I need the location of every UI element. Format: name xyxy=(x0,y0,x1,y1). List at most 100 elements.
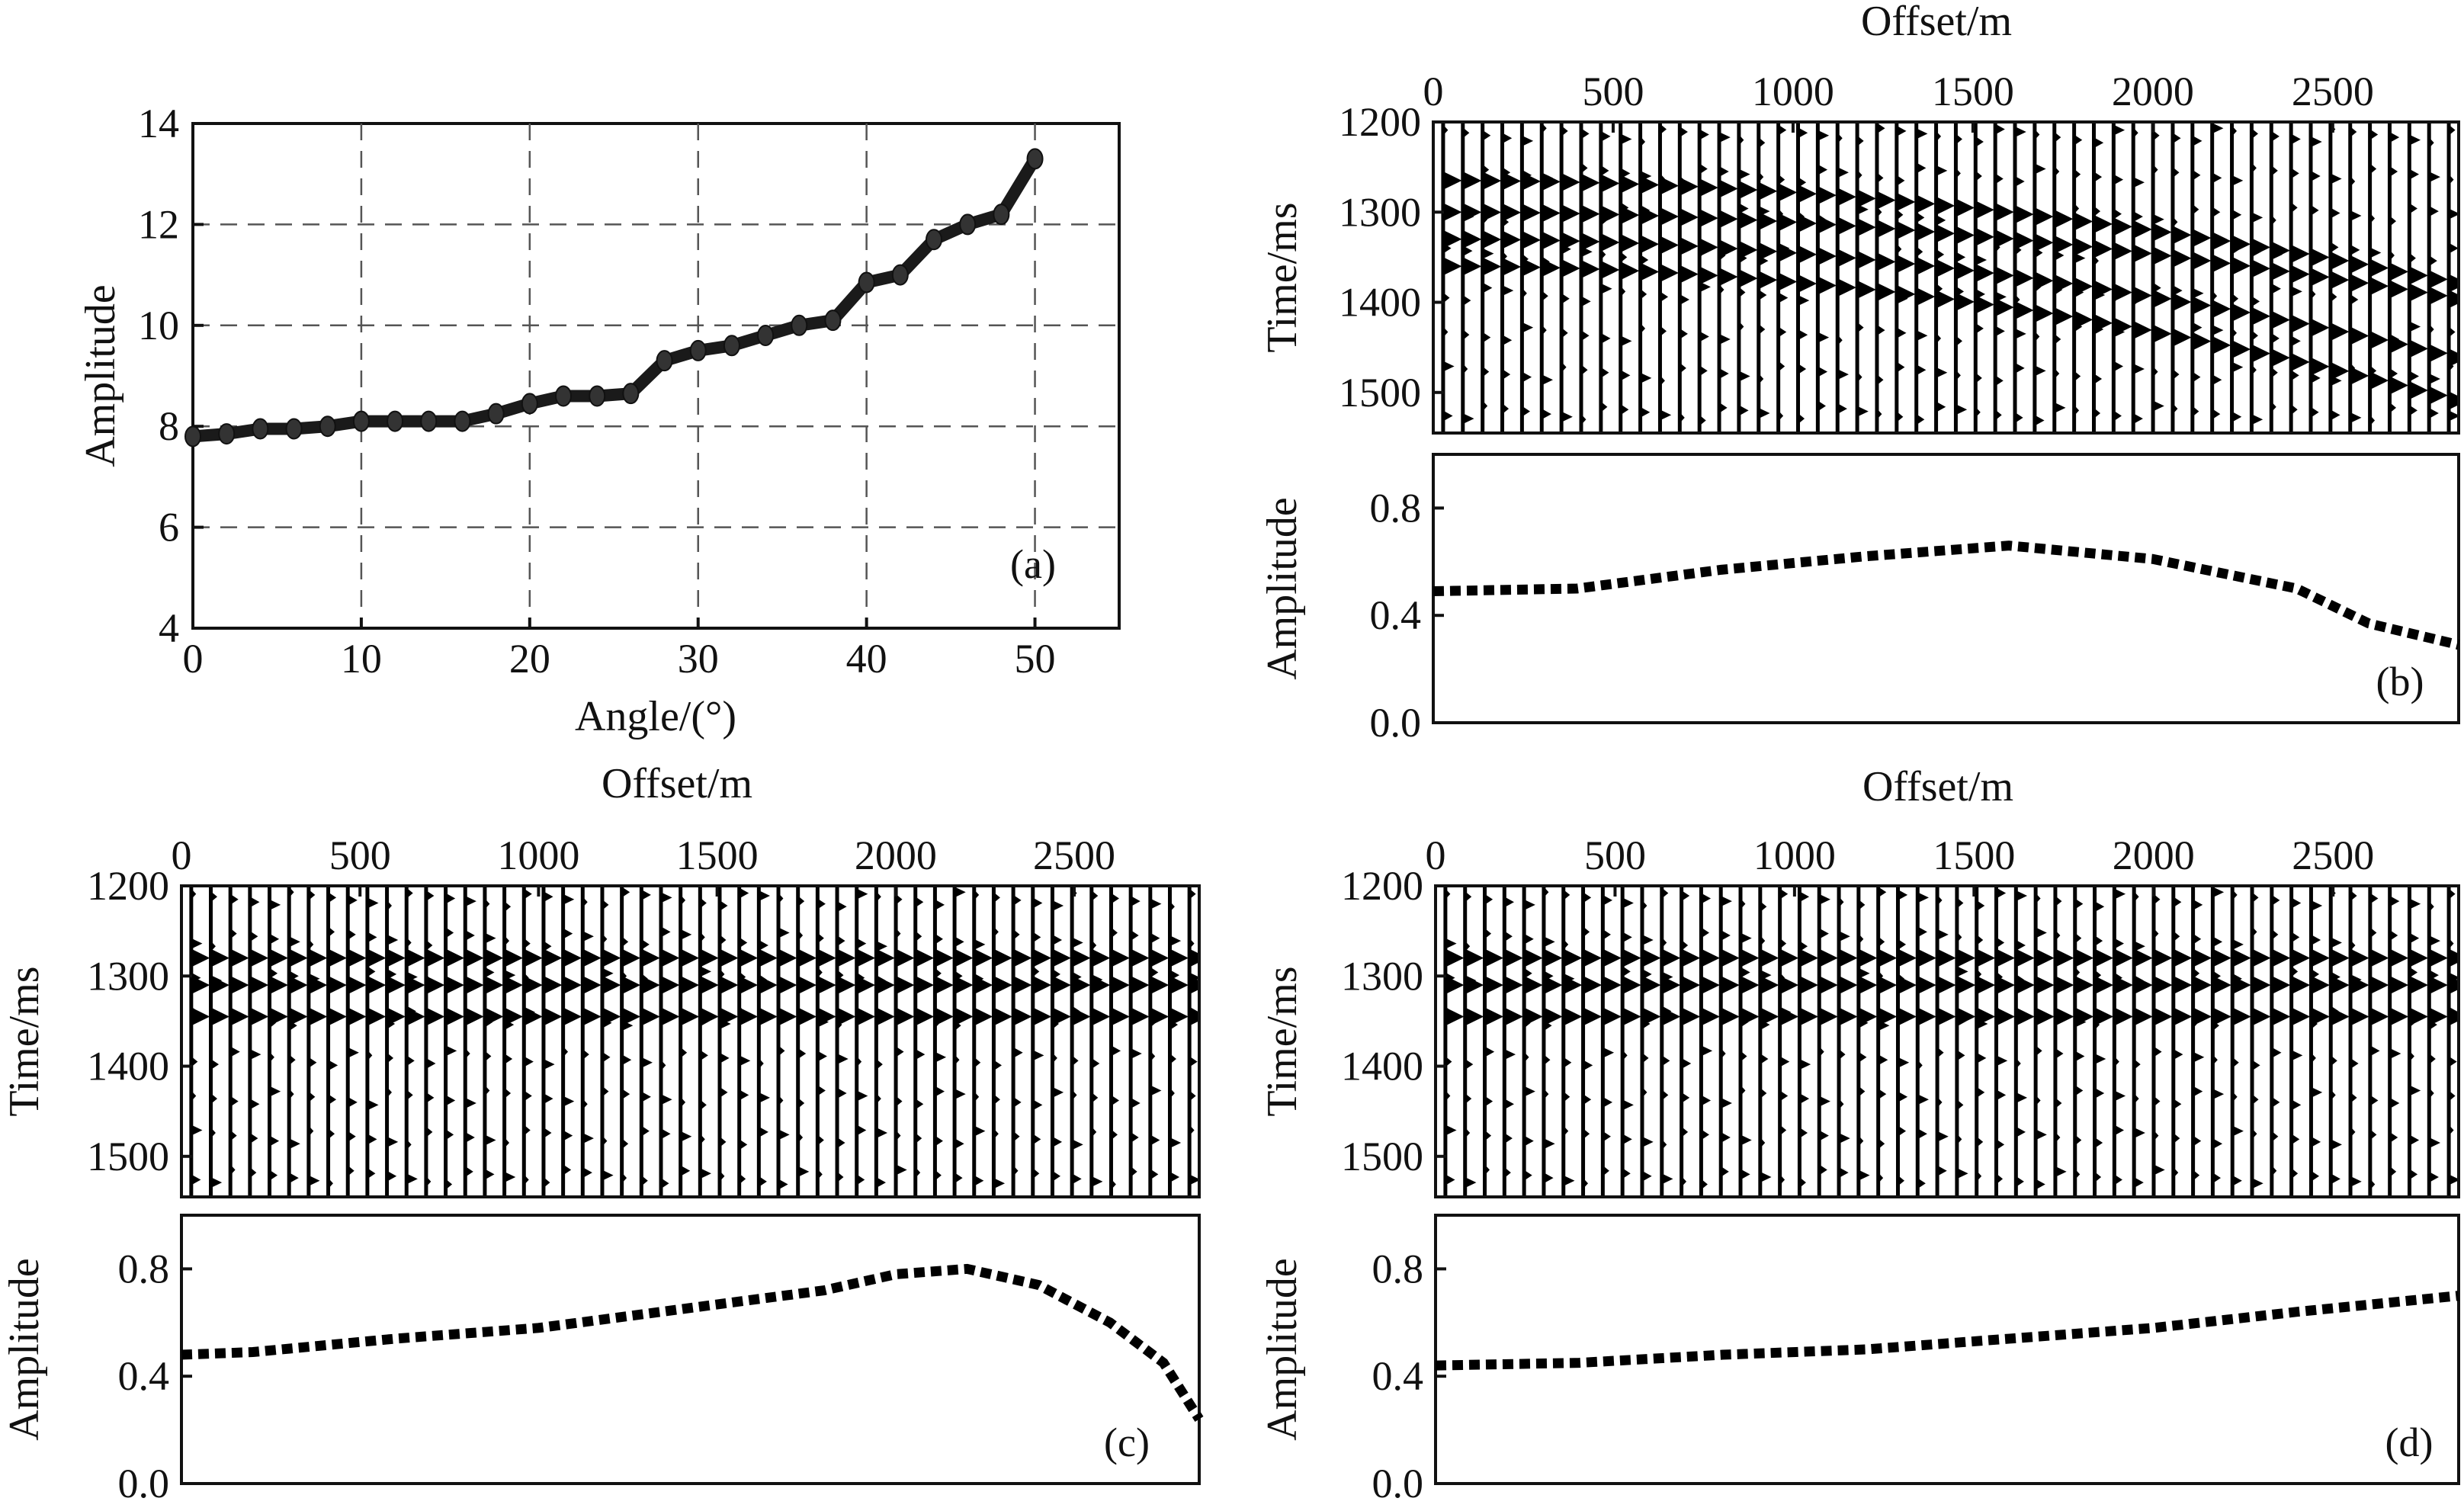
panel-d-gather-xlabel: Offset/m xyxy=(1862,763,2013,810)
panel-d-trace-peaks xyxy=(1563,889,1583,1186)
panel-d-trace-peaks xyxy=(1465,891,1484,1189)
panel-c-trace-peaks xyxy=(817,898,836,1180)
panel-d-amp-tick-label: 0.4 xyxy=(1372,1353,1424,1399)
panel-a-xtick-label: 20 xyxy=(509,636,550,682)
panel-d-trace-peaks xyxy=(1878,887,1898,1184)
panel-d-offset-tick-label: 1000 xyxy=(1753,832,1836,878)
panel-d-trace-peaks xyxy=(1524,899,1543,1181)
panel-d-trace-peaks xyxy=(2055,896,2074,1177)
panel-d-trace-peaks xyxy=(2153,893,2173,1176)
panel-c-trace-peaks xyxy=(191,888,210,1185)
panel-d-time-tick-label: 1500 xyxy=(1341,1134,1423,1179)
panel-c-trace-peaks xyxy=(1189,888,1199,1185)
panel-a-data-point xyxy=(521,393,538,415)
panel-a-amplitude-vs-angle: 0 10 20 30 40 50 4 6 8 10 12 14 Angle/(°) Amplitude… xyxy=(77,101,1121,740)
panel-d-trace-peaks xyxy=(2193,899,2212,1181)
panel-c-trace-peaks xyxy=(563,893,582,1176)
panel-a-data-point xyxy=(959,213,977,236)
panel-b-trace-peaks xyxy=(1620,133,1640,415)
panel-d-trace-peaks xyxy=(1917,892,1936,1189)
panel-c-trace-peaks xyxy=(328,892,347,1189)
panel-d-offset-tick-label: 2000 xyxy=(2113,832,2195,878)
panel-a-ytick-label: 6 xyxy=(159,505,179,550)
panel-d-trace-peaks xyxy=(2311,900,2330,1182)
panel-a-xtick-label: 50 xyxy=(1015,636,1056,682)
panel-c-amplitude-frame xyxy=(180,1214,1201,1485)
panel-d-trace-peaks xyxy=(1681,890,1701,1187)
panel-c-trace-peaks xyxy=(1072,887,1091,1185)
panel-d-trace-peaks xyxy=(2134,891,2153,1189)
panel-d-amplitude-ylabel: Amplitude xyxy=(1259,1258,1306,1441)
panel-a-ytick-label: 12 xyxy=(138,201,179,247)
panel-d-trace-peaks xyxy=(1956,897,1976,1179)
panel-d-trace-peaks xyxy=(2114,888,2133,1185)
panel-a-data-point xyxy=(926,229,942,251)
panel-b-offset-tick-label: 0 xyxy=(1423,69,1444,114)
panel-a-data-point xyxy=(791,314,808,336)
panel-a-data-point xyxy=(555,385,572,407)
panel-c-trace-peaks xyxy=(1131,896,1150,1177)
panel-a-data-point xyxy=(387,410,404,432)
panel-d-offset-tick-label: 0 xyxy=(1426,832,1446,878)
panel-d-trace-peaks xyxy=(1484,893,1504,1176)
panel-c-trace-peaks xyxy=(582,897,602,1179)
panel-d-amplitude-line xyxy=(1435,1291,2459,1371)
panel-a-data-point xyxy=(352,410,370,432)
panel-c-trace-peaks xyxy=(621,887,641,1184)
panel-d-trace-peaks xyxy=(2271,894,2291,1176)
panel-a-data-point xyxy=(622,383,640,405)
panel-b-trace-peaks xyxy=(2231,125,2251,422)
panel-d-trace-peaks xyxy=(1741,898,1760,1180)
panel-c-offset-tick-label: 1500 xyxy=(676,832,759,878)
panel-a-data-point xyxy=(858,271,875,294)
panel-b-trace-peaks xyxy=(2429,137,2448,419)
panel-c-trace-peaks xyxy=(700,897,719,1179)
panel-c-trace-peaks xyxy=(445,893,464,1190)
panel-a-data-point xyxy=(252,418,269,440)
panel-b-trace-peaks xyxy=(1522,135,1541,417)
panel-b-amp-tick-label: 0.0 xyxy=(1370,700,1422,746)
panel-b-trace-peaks xyxy=(1719,132,1738,413)
panel-c-amp-tick-label: 0.0 xyxy=(118,1461,170,1506)
panel-a-data-point xyxy=(454,410,471,432)
panel-a-data-point xyxy=(285,418,303,440)
panel-b-gather-frame xyxy=(1432,120,2460,435)
panel-b-trace-peaks xyxy=(2369,129,2389,426)
panel-b-trace-peaks xyxy=(2330,124,2350,421)
panel-c-trace-peaks xyxy=(348,894,367,1176)
panel-a-data-point xyxy=(319,415,336,438)
panel-c-trace-peaks xyxy=(484,898,504,1180)
panel-c-trace-peaks xyxy=(289,887,308,1184)
panel-c-trace-peaks xyxy=(778,893,797,1190)
panel-b-trace-peaks xyxy=(2311,136,2330,418)
panel-c-offset-tick-label: 2500 xyxy=(1033,832,1115,878)
panel-b-trace-peaks xyxy=(1699,129,1718,426)
panel-c-gather-xlabel: Offset/m xyxy=(602,760,752,807)
panel-b-trace-peaks xyxy=(1837,133,1856,415)
panel-c-trace-peaks xyxy=(641,889,660,1186)
panel-b: 0 500 1000 1500 2000 2500 1200 1300 1400 1500 Off… xyxy=(1259,0,2460,746)
panel-d-trace-peaks xyxy=(1937,894,1956,1176)
panel-d-trace-peaks xyxy=(2094,901,2114,1182)
panel-a-xlabel: Angle/(°) xyxy=(575,693,736,740)
panel-a-data-point xyxy=(589,385,606,407)
panel-c-trace-peaks xyxy=(759,890,778,1187)
panel-a-ytick-label: 8 xyxy=(159,403,179,449)
panel-c-trace-peaks xyxy=(210,891,229,1189)
panel-d-trace-peaks xyxy=(1622,897,1641,1179)
panel-d-trace-peaks xyxy=(1799,891,1818,1189)
panel-b-trace-peaks xyxy=(1640,136,1660,418)
panel-d-trace-peaks xyxy=(1976,900,1996,1182)
panel-d-trace-peaks xyxy=(1504,897,1523,1179)
panel-d-trace-peaks xyxy=(2449,888,2459,1185)
panel-c-amp-tick-label: 0.8 xyxy=(118,1246,170,1291)
panel-b-trace-peaks xyxy=(2350,127,2369,423)
panel-c-trace-peaks xyxy=(876,891,895,1189)
panel-b-trace-peaks xyxy=(1778,124,1798,422)
panel-b-trace-peaks xyxy=(2015,127,2034,423)
panel-b-gather-xlabel: Offset/m xyxy=(1861,0,2012,45)
panel-d-trace-peaks xyxy=(2409,898,2428,1180)
panel-d-trace-peaks xyxy=(2369,893,2389,1190)
panel-a-xtick-label: 30 xyxy=(678,636,719,682)
panel-b-trace-peaks xyxy=(1680,127,1699,423)
